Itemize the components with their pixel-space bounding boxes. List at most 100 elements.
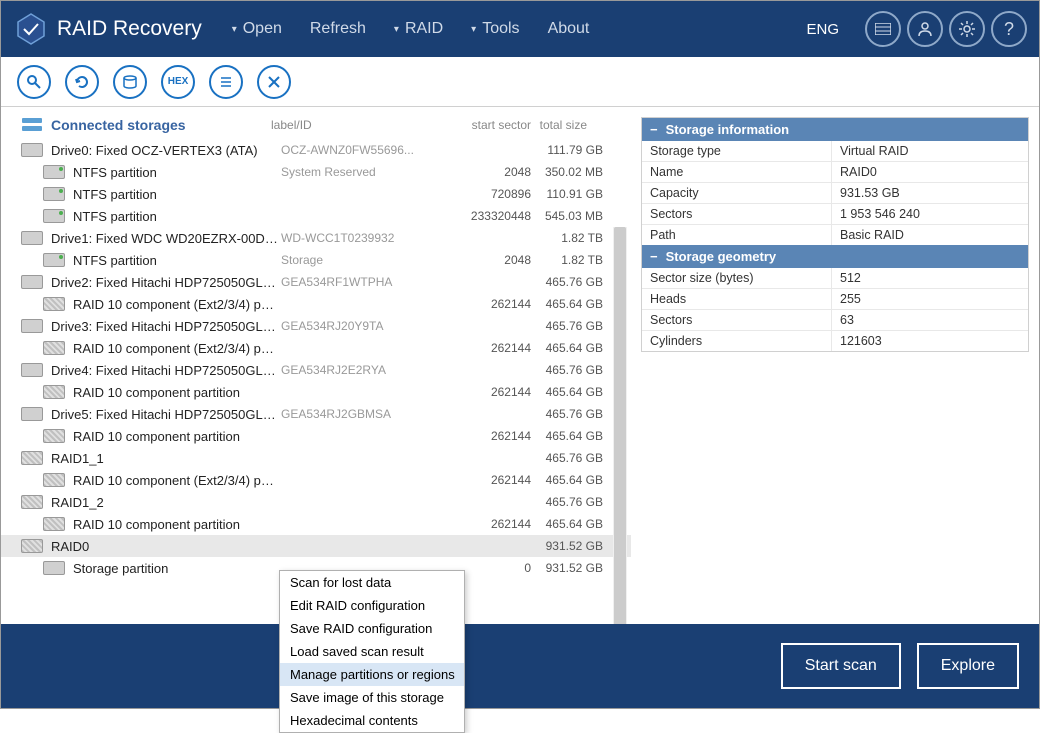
- list-icon[interactable]: [209, 65, 243, 99]
- info-key: Path: [642, 225, 832, 245]
- info-value: Virtual RAID: [832, 141, 1028, 161]
- row-start: 262144: [441, 341, 531, 355]
- main-area: Connected storages label/ID start sector…: [1, 107, 1039, 624]
- drive-icon: [43, 297, 65, 311]
- tree-scrollbar[interactable]: ▲ ▼: [613, 227, 627, 624]
- row-start: 233320448: [441, 209, 531, 223]
- drive-row[interactable]: Drive2: Fixed Hitachi HDP725050GLA...GEA…: [1, 271, 631, 293]
- storage-tree: Drive0: Fixed OCZ-VERTEX3 (ATA)OCZ-AWNZ0…: [1, 139, 631, 579]
- drive-icon: [43, 187, 65, 201]
- row-start: 2048: [441, 165, 531, 179]
- drive-row[interactable]: Drive5: Fixed Hitachi HDP725050GLA...GEA…: [1, 403, 631, 425]
- context-menu-item[interactable]: Edit RAID configuration: [280, 594, 464, 617]
- row-name: RAID1_2: [51, 495, 281, 510]
- partition-row[interactable]: NTFS partitionStorage20481.82 TB: [1, 249, 631, 271]
- storage-info-header[interactable]: −Storage information: [642, 118, 1028, 141]
- window-icon[interactable]: [865, 11, 901, 47]
- menu-open[interactable]: ▾Open: [232, 20, 282, 38]
- help-icon[interactable]: ?: [991, 11, 1027, 47]
- row-label: GEA534RF1WTPHA: [281, 275, 441, 289]
- partition-row[interactable]: RAID 10 component (Ext2/3/4) par... 26214…: [1, 293, 631, 315]
- partition-row[interactable]: NTFS partition233320448545.03 MB: [1, 205, 631, 227]
- info-row: NameRAID0: [642, 162, 1028, 183]
- hex-button[interactable]: HEX: [161, 65, 195, 99]
- collapse-icon[interactable]: −: [650, 122, 658, 137]
- context-menu-item[interactable]: Load saved scan result: [280, 640, 464, 663]
- start-scan-button[interactable]: Start scan: [781, 643, 901, 689]
- storages-title: Connected storages: [51, 117, 271, 133]
- drive-icon: [21, 231, 43, 245]
- language-selector[interactable]: ENG: [806, 21, 839, 38]
- row-name: NTFS partition: [73, 209, 281, 224]
- row-label: GEA534RJ2GBMSA: [281, 407, 441, 421]
- storage-geometry-header[interactable]: −Storage geometry: [642, 245, 1028, 268]
- info-value: 255: [832, 289, 1028, 309]
- row-name: RAID 10 component (Ext2/3/4) par...: [73, 341, 281, 356]
- drive-icon: [43, 209, 65, 223]
- drive-row[interactable]: RAID1_2465.76 GB: [1, 491, 631, 513]
- drive-row[interactable]: Drive4: Fixed Hitachi HDP725050GLA...GEA…: [1, 359, 631, 381]
- info-row: Sectors63: [642, 310, 1028, 331]
- storages-header: Connected storages label/ID start sector…: [1, 107, 631, 139]
- menu-raid[interactable]: ▾RAID: [394, 20, 443, 38]
- collapse-icon[interactable]: −: [650, 249, 658, 264]
- context-menu-item[interactable]: Manage partitions or regions: [280, 663, 464, 686]
- row-label: OCZ-AWNZ0FW55696...: [281, 143, 441, 157]
- row-label: GEA534RJ20Y9TA: [281, 319, 441, 333]
- col-label: label/ID: [271, 118, 441, 132]
- row-label: GEA534RJ2E2RYA: [281, 363, 441, 377]
- drive-row[interactable]: RAID1_1465.76 GB: [1, 447, 631, 469]
- partition-row[interactable]: RAID 10 component partition262144465.64 …: [1, 381, 631, 403]
- context-menu-item[interactable]: Save RAID configuration: [280, 617, 464, 640]
- row-start: 262144: [441, 517, 531, 531]
- search-icon[interactable]: [17, 65, 51, 99]
- drive-icon: [21, 451, 43, 465]
- drive-row[interactable]: Drive0: Fixed OCZ-VERTEX3 (ATA)OCZ-AWNZ0…: [1, 139, 631, 161]
- close-icon[interactable]: [257, 65, 291, 99]
- context-menu-item[interactable]: Hexadecimal contents: [280, 709, 464, 732]
- partition-row[interactable]: RAID 10 component (Ext2/3/4) par...26214…: [1, 469, 631, 491]
- partition-row[interactable]: RAID 10 component partition262144465.64 …: [1, 513, 631, 535]
- row-name: Drive3: Fixed Hitachi HDP725050GLA...: [51, 319, 281, 334]
- info-row: Heads255: [642, 289, 1028, 310]
- gear-icon[interactable]: [949, 11, 985, 47]
- drive-icon: [21, 363, 43, 377]
- row-size: 110.91 GB: [531, 187, 631, 201]
- info-row: Capacity931.53 GB: [642, 183, 1028, 204]
- partition-row[interactable]: NTFS partition720896110.91 GB: [1, 183, 631, 205]
- refresh-icon[interactable]: [65, 65, 99, 99]
- drive-icon: [43, 385, 65, 399]
- menu-tools[interactable]: ▾Tools: [471, 20, 519, 38]
- user-icon[interactable]: [907, 11, 943, 47]
- disk-icon[interactable]: [113, 65, 147, 99]
- context-menu-item[interactable]: Scan for lost data: [280, 571, 464, 594]
- drive-icon: [43, 473, 65, 487]
- menu-about[interactable]: About: [548, 20, 590, 38]
- partition-row[interactable]: RAID 10 component (Ext2/3/4) par... 26214…: [1, 337, 631, 359]
- info-row: Sector size (bytes)512: [642, 268, 1028, 289]
- row-start: 2048: [441, 253, 531, 267]
- drive-row[interactable]: RAID0931.52 GB: [1, 535, 631, 557]
- scrollbar-thumb[interactable]: [614, 227, 626, 624]
- row-label: System Reserved: [281, 165, 441, 179]
- drive-icon: [21, 319, 43, 333]
- drive-row[interactable]: Drive3: Fixed Hitachi HDP725050GLA...GEA…: [1, 315, 631, 337]
- context-menu-item[interactable]: Save image of this storage: [280, 686, 464, 709]
- partition-row[interactable]: NTFS partitionSystem Reserved2048350.02 …: [1, 161, 631, 183]
- col-total: total size: [531, 118, 615, 132]
- titlebar: RAID Recovery ▾Open Refresh ▾RAID ▾Tools…: [1, 1, 1039, 57]
- info-key: Cylinders: [642, 331, 832, 351]
- toolbar: HEX: [1, 57, 1039, 107]
- row-name: RAID 10 component (Ext2/3/4) par...: [73, 297, 281, 312]
- row-name: NTFS partition: [73, 253, 281, 268]
- info-key: Storage type: [642, 141, 832, 161]
- row-start: 262144: [441, 297, 531, 311]
- partition-row[interactable]: RAID 10 component partition262144465.64 …: [1, 425, 631, 447]
- drive-row[interactable]: Drive1: Fixed WDC WD20EZRX-00DC...WD-WCC…: [1, 227, 631, 249]
- drive-icon: [43, 429, 65, 443]
- explore-button[interactable]: Explore: [917, 643, 1019, 689]
- row-start: 262144: [441, 473, 531, 487]
- info-panel: −Storage information Storage typeVirtual…: [631, 107, 1039, 624]
- menu-refresh[interactable]: Refresh: [310, 20, 366, 38]
- info-value: RAID0: [832, 162, 1028, 182]
